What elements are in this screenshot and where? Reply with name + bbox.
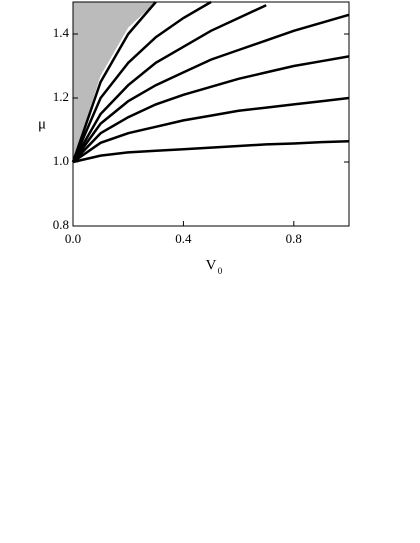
line <box>72 96 350 164</box>
plot-frame <box>72 1 350 227</box>
area <box>73 2 156 162</box>
y-tick-label: 0.8 <box>53 217 69 232</box>
y-tick-label: 1.4 <box>53 25 70 40</box>
line <box>71 1 157 163</box>
x-tick-label: 0.8 <box>286 231 302 246</box>
x-axis-label-subscript: 0 <box>218 266 223 276</box>
x-tick-label: 0.4 <box>175 231 192 246</box>
x-axis-label: V <box>206 257 217 273</box>
line <box>71 4 267 163</box>
y-tick-label: 1.0 <box>53 153 69 168</box>
line <box>71 13 350 163</box>
x-tick-label: 0.0 <box>65 231 81 246</box>
y-axis-label: μ <box>38 116 46 132</box>
line <box>72 55 350 163</box>
y-tick-label: 1.2 <box>53 89 69 104</box>
line <box>71 0 212 163</box>
line <box>72 139 350 164</box>
